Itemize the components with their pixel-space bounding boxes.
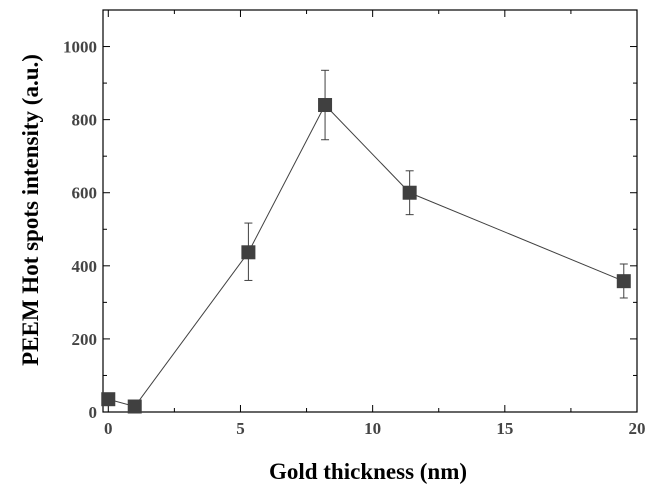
y-axis-title: PEEM Hot spots intensity (a.u.): [18, 54, 43, 366]
data-point: [241, 245, 256, 260]
x-tick-label: 0: [104, 419, 113, 438]
y-tick-label: 200: [72, 330, 98, 349]
data-point: [127, 399, 142, 414]
series-line-segment: [324, 104, 411, 194]
series-line-segment: [134, 251, 249, 407]
y-tick-label: 400: [72, 257, 98, 276]
y-tick-label: 0: [89, 403, 98, 422]
data-point: [616, 274, 631, 289]
x-axis-title: Gold thickness (nm): [269, 459, 467, 484]
x-tick-label: 15: [496, 419, 513, 438]
x-tick-label: 5: [236, 419, 245, 438]
data-point: [318, 98, 333, 113]
y-tick-label: 800: [72, 111, 98, 130]
plot-frame: [102, 9, 638, 413]
x-tick-label: 10: [364, 419, 381, 438]
series-line-segment: [247, 104, 326, 253]
data-point: [101, 392, 116, 407]
series-line-segment: [409, 192, 624, 282]
y-tick-label: 1000: [63, 38, 97, 57]
data-point: [402, 185, 417, 200]
y-tick-label: 600: [72, 184, 98, 203]
x-tick-label: 20: [629, 419, 646, 438]
